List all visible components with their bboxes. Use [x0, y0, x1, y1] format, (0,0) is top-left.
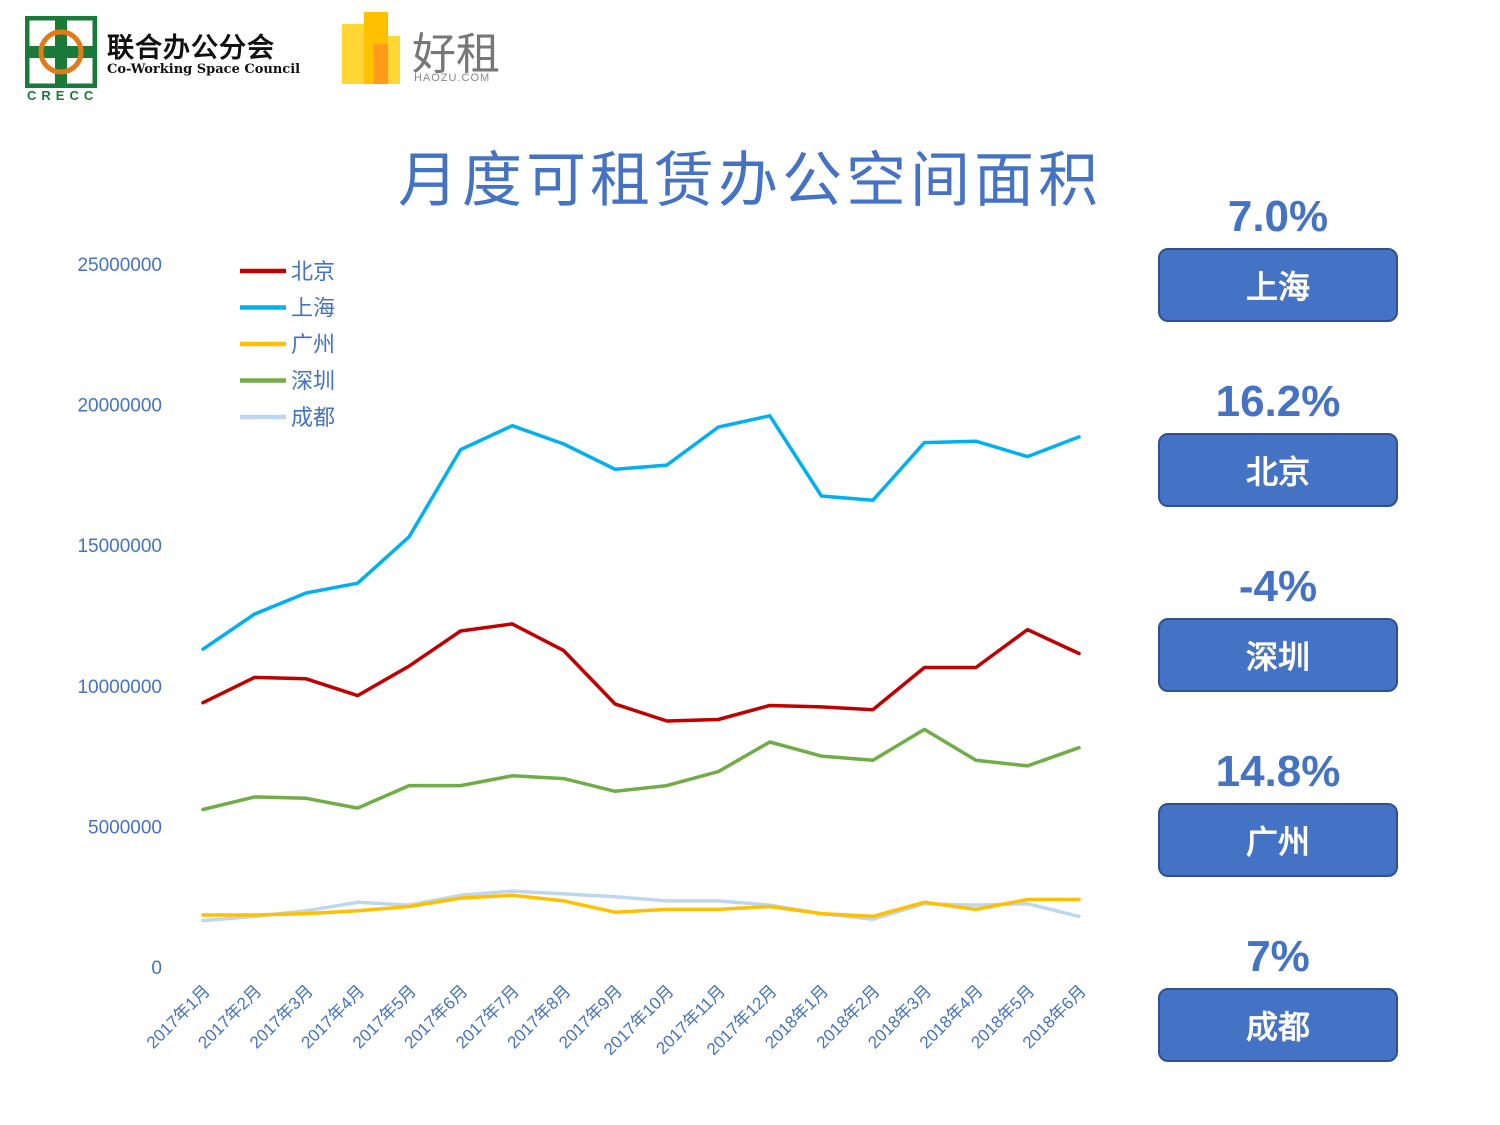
city-button-shenzhen[interactable]: 深圳: [1158, 618, 1398, 692]
series-line-0: [201, 622, 1081, 723]
stat-beijing-pct: 16.2%: [1215, 377, 1341, 426]
haozu-name-cn: 好租: [412, 29, 500, 80]
crecc-name-cn: 联合办公分会: [107, 33, 275, 64]
y-tick-label: 5000000: [88, 817, 162, 838]
legend-label: 成都: [291, 406, 335, 431]
haozu-logo: 好租 HAOZU.COM: [340, 10, 520, 90]
legend-label: 北京: [291, 260, 335, 285]
y-tick-label: 15000000: [77, 536, 162, 557]
crecc-logo-icon: [25, 16, 97, 88]
series-lines: [201, 414, 1081, 923]
page-title: 月度可租赁办公空间面积: [398, 146, 1102, 216]
crecc-logo: 联合办公分会 Co-Working Space Council CRECC: [25, 12, 325, 103]
y-tick-label: 0: [151, 958, 162, 979]
series-line-3: [201, 727, 1081, 812]
series-line-2: [201, 893, 1081, 919]
x-axis: 2017年1月2017年2月2017年3月2017年4月2017年5月2017年…: [143, 981, 1090, 1059]
haozu-logo-icon: [342, 12, 400, 84]
y-tick-label: 25000000: [77, 255, 162, 276]
stat-guangzhou-pct: 14.8%: [1215, 747, 1341, 796]
y-tick-label: 10000000: [77, 677, 162, 698]
city-button-shanghai[interactable]: 上海: [1158, 248, 1398, 322]
city-button-guangzhou[interactable]: 广州: [1158, 803, 1398, 877]
stat-shanghai-pct: 7.0%: [1227, 192, 1329, 241]
crecc-name-en: Co-Working Space Council: [107, 62, 301, 77]
y-tick-label: 20000000: [77, 396, 162, 417]
city-button-beijing[interactable]: 北京: [1158, 433, 1398, 507]
legend-label: 上海: [291, 297, 335, 322]
legend-label: 广州: [291, 333, 335, 358]
haozu-name-en: HAOZU.COM: [414, 72, 491, 84]
city-button-chengdu[interactable]: 成都: [1158, 988, 1398, 1062]
stat-chengdu-pct: 7%: [1246, 932, 1310, 981]
crecc-abbr: CRECC: [27, 88, 99, 103]
series-line-1: [201, 414, 1081, 651]
legend-label: 深圳: [291, 370, 335, 395]
stat-shenzhen-pct: -4%: [1238, 562, 1318, 611]
y-axis: 25000000 20000000 15000000 10000000 5000000 0: [77, 255, 162, 979]
